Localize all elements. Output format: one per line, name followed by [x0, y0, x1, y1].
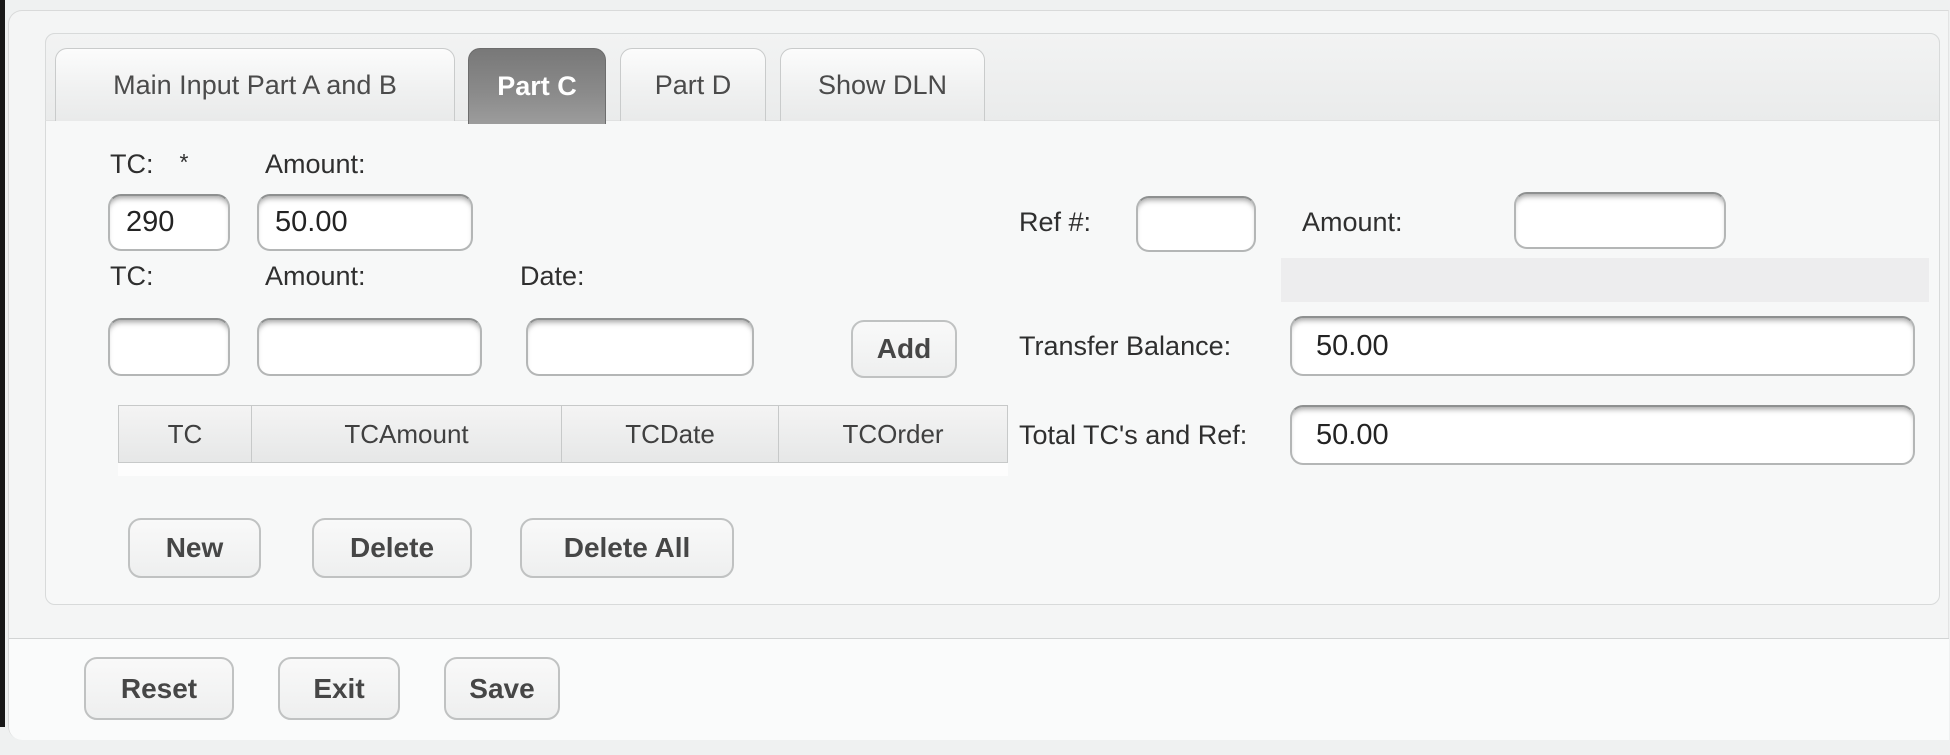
entry-tc-input[interactable] [108, 318, 230, 376]
exit-button[interactable]: Exit [278, 657, 400, 720]
total-tc-ref-label: Total TC's and Ref: [1019, 420, 1248, 450]
transfer-balance-input[interactable] [1290, 316, 1915, 376]
tab-main-input-part-a-b[interactable]: Main Input Part A and B [55, 48, 455, 121]
ref-amount-label: Amount: [1302, 207, 1403, 237]
tc-label: TC: * [110, 149, 188, 180]
total-tc-ref-input[interactable] [1290, 405, 1915, 465]
tc-table-header: TC TCAmount TCDate TCOrder [118, 405, 1008, 463]
tab-label: Part D [654, 69, 732, 100]
tc-input[interactable] [108, 194, 230, 251]
delete-button[interactable]: Delete [312, 518, 472, 578]
ref-number-input[interactable] [1136, 196, 1256, 252]
ref-number-label: Ref #: [1019, 207, 1092, 237]
tab-part-d[interactable]: Part D [620, 48, 766, 121]
entry-date-label: Date: [520, 261, 585, 291]
tab-label: Show DLN [817, 69, 948, 100]
add-button[interactable]: Add [851, 320, 957, 378]
amount-input[interactable] [257, 194, 473, 251]
required-marker: * [179, 149, 189, 175]
column-header-tc[interactable]: TC [167, 418, 203, 449]
entry-amount-input[interactable] [257, 318, 482, 376]
entry-tc-label: TC: [110, 261, 154, 291]
right-amount-band [1281, 258, 1929, 302]
tc-label-text: TC: [110, 149, 154, 179]
new-button[interactable]: New [128, 518, 261, 578]
delete-all-button[interactable]: Delete All [520, 518, 734, 578]
tab-label: Main Input Part A and B [113, 69, 397, 100]
entry-amount-label: Amount: [265, 261, 366, 291]
ref-amount-input[interactable] [1514, 192, 1726, 249]
column-header-tcorder[interactable]: TCOrder [778, 406, 1007, 462]
tab-show-dln[interactable]: Show DLN [780, 48, 985, 121]
window-left-edge [0, 0, 5, 727]
tc-table-body-empty [118, 463, 1008, 476]
amount-label: Amount: [265, 149, 366, 179]
entry-date-input[interactable] [526, 318, 754, 376]
save-button[interactable]: Save [444, 657, 560, 720]
column-header-tcdate[interactable]: TCDate [561, 406, 778, 462]
reset-button[interactable]: Reset [84, 657, 234, 720]
column-header-tcamount[interactable]: TCAmount [251, 406, 561, 462]
transfer-balance-label: Transfer Balance: [1019, 331, 1232, 361]
tab-part-c[interactable]: Part C [468, 48, 606, 124]
tab-label: Part C [497, 71, 577, 101]
